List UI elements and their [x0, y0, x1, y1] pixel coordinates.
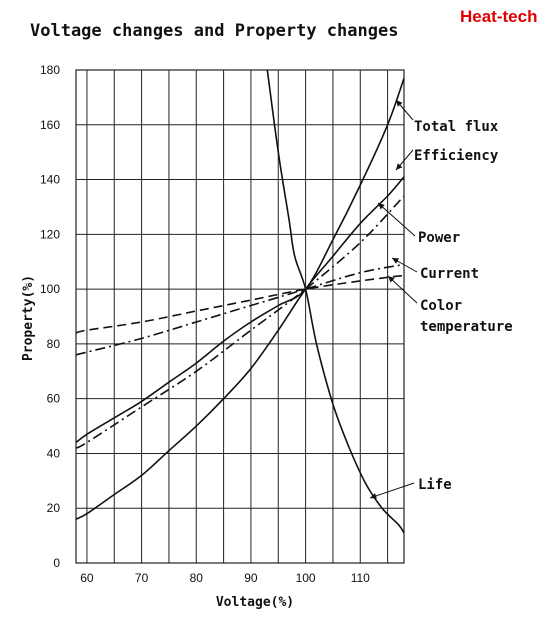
chart-title: Voltage changes and Property changes [30, 21, 398, 41]
x-tick-label: 60 [80, 571, 94, 585]
leader-arrowhead-power [378, 203, 385, 210]
chart-grid [75, 69, 405, 564]
y-tick-label: 180 [40, 63, 60, 77]
legend-current: Current [420, 266, 479, 282]
leader-line-power [377, 202, 416, 237]
series-line-total-flux [76, 77, 404, 444]
y-tick-label: 140 [40, 173, 60, 187]
y-tick-label: 100 [40, 282, 60, 296]
brand-logo-text: Heat-tech [460, 7, 537, 26]
legend-leader-lines [369, 99, 418, 499]
y-tick-label: 0 [53, 556, 60, 570]
legend-total-flux: Total flux [414, 119, 499, 135]
x-tick-label: 90 [244, 571, 258, 585]
series-line-life [266, 70, 404, 534]
leader-arrowhead-total-flux [396, 100, 403, 107]
leader-arrowhead-current [392, 258, 399, 264]
y-tick-label: 80 [47, 337, 61, 351]
series-line-color-temperature [76, 274, 404, 334]
y-tick-label: 40 [47, 446, 61, 460]
y-axis-label: Property(%) [21, 275, 36, 361]
legend-efficiency: Efficiency [414, 148, 499, 164]
x-axis-ticks: 60 70 80 90 100 110 [80, 571, 370, 585]
series-lines [76, 70, 404, 534]
leader-arrowhead-life [370, 493, 377, 499]
y-tick-label: 160 [40, 118, 60, 132]
series-line-current [76, 263, 404, 356]
x-tick-label: 100 [296, 571, 316, 585]
leader-line-color-temperature [387, 275, 418, 304]
y-tick-label: 60 [47, 392, 61, 406]
x-tick-label: 80 [190, 571, 204, 585]
legend-life: Life [418, 477, 452, 493]
x-tick-label: 110 [351, 571, 370, 585]
legend-color-temperature-line1: Color [420, 298, 462, 314]
series-group [76, 70, 404, 534]
y-axis-ticks: 0 20 40 60 80 100 120 140 160 180 [40, 63, 60, 570]
x-axis-label: Voltage(%) [216, 595, 294, 610]
legend-power: Power [418, 230, 460, 246]
leader-line-life [369, 482, 415, 499]
y-tick-label: 120 [40, 227, 60, 241]
series-line-efficiency [76, 176, 404, 520]
x-tick-label: 70 [135, 571, 149, 585]
plot-frame [75, 69, 405, 564]
leader-arrowhead-efficiency [396, 163, 403, 170]
y-tick-label: 20 [47, 501, 61, 515]
leader-arrowhead-color-temperature [388, 276, 395, 283]
legend-color-temperature-line2: temperature [420, 319, 513, 335]
series-line-power [76, 195, 404, 449]
